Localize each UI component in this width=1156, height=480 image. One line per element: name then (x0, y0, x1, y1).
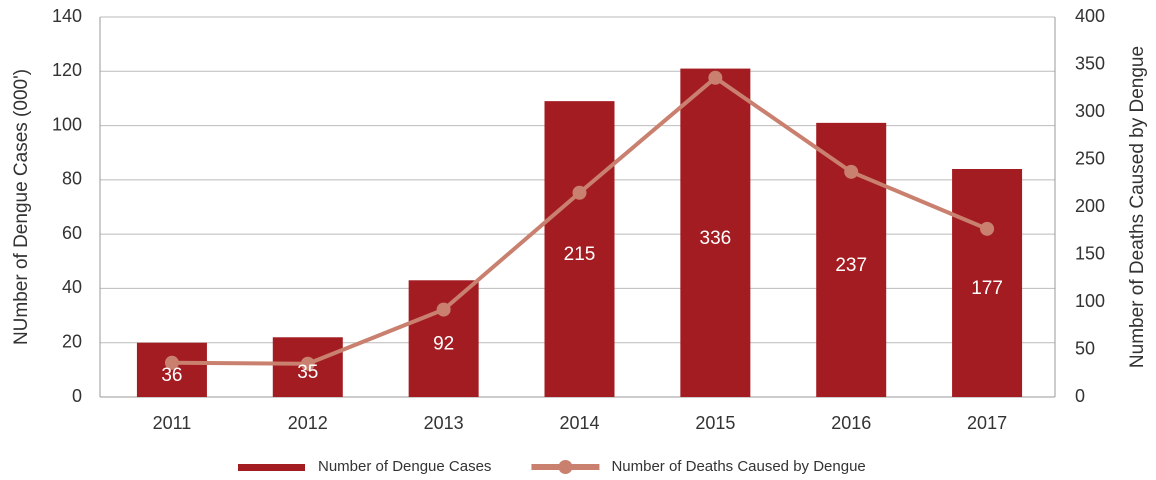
y2-tick-label: 200 (1075, 196, 1105, 216)
data-label: 237 (835, 255, 867, 276)
y2-tick-label: 300 (1075, 101, 1105, 121)
y-tick-label: 80 (62, 169, 82, 189)
y-tick-label: 140 (52, 6, 82, 26)
x-tick-label: 2013 (424, 413, 464, 433)
bar (408, 280, 479, 397)
y2-tick-label: 50 (1075, 338, 1095, 358)
y2-tick-label: 250 (1075, 148, 1105, 168)
y-axis-title: NUmber of Dengue Cases (000') (11, 69, 32, 345)
line-marker (572, 185, 587, 200)
legend-marker (558, 460, 573, 474)
x-tick-label: 2011 (153, 413, 192, 433)
bar (544, 101, 615, 398)
data-label: 336 (700, 228, 732, 249)
data-label: 35 (297, 362, 318, 383)
line-marker (300, 356, 315, 371)
data-label: 92 (433, 334, 454, 355)
y-tick-label: 60 (62, 223, 82, 243)
line-marker (980, 221, 995, 236)
legend-label: Number of Deaths Caused by Dengue (611, 458, 865, 475)
x-tick-label: 2017 (967, 413, 1007, 433)
y-tick-label: 120 (52, 60, 82, 80)
line-marker (436, 302, 451, 317)
y-tick-label: 20 (62, 331, 82, 351)
x-tick-label: 2012 (288, 413, 328, 433)
bar (680, 68, 751, 398)
bar (136, 342, 207, 397)
data-label: 36 (161, 365, 182, 386)
y-tick-label: 40 (62, 277, 82, 297)
y2-axis-title: Number of Deaths Caused by Dengue (1127, 46, 1148, 368)
bar (952, 169, 1023, 397)
y-tick-label: 0 (72, 386, 82, 406)
x-tick-label: 2015 (695, 413, 735, 433)
y2-tick-label: 150 (1075, 243, 1105, 263)
line-marker (164, 355, 179, 370)
x-tick-label: 2014 (559, 413, 599, 433)
line-marker (708, 70, 723, 85)
y2-tick-label: 100 (1075, 291, 1105, 311)
data-label: 215 (564, 244, 596, 265)
y2-tick-label: 400 (1075, 6, 1105, 26)
y-tick-label: 100 (52, 114, 82, 134)
legend-label: Number of Dengue Cases (318, 458, 491, 475)
y2-tick-label: 350 (1075, 53, 1105, 73)
x-tick-label: 2016 (831, 413, 871, 433)
legend-swatch (238, 464, 305, 471)
data-label: 177 (971, 278, 1003, 299)
line-marker (844, 164, 859, 179)
y2-tick-label: 0 (1075, 386, 1085, 406)
